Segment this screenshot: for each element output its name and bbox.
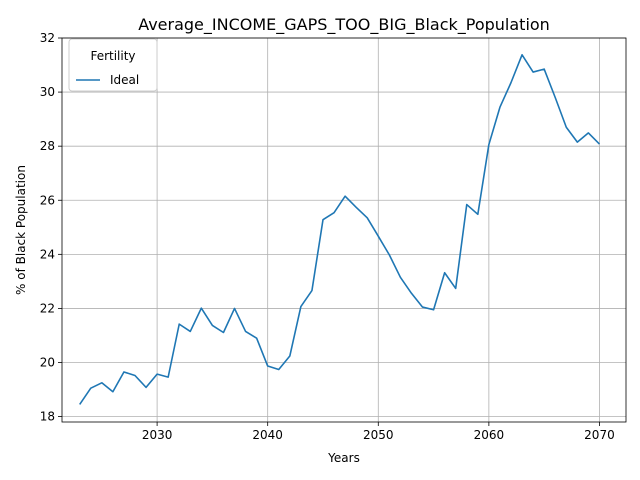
y-tick-label: 20 [40, 356, 55, 370]
chart-title: Average_INCOME_GAPS_TOO_BIG_Black_Popula… [138, 15, 550, 35]
x-tick-label: 2040 [252, 428, 283, 442]
y-tick-label: 28 [40, 139, 55, 153]
x-tick-label: 2060 [474, 428, 505, 442]
y-axis-label: % of Black Population [14, 165, 28, 295]
y-axis-ticks: 18 20 22 24 26 28 30 32 [40, 31, 62, 424]
x-tick-label: 2050 [363, 428, 394, 442]
plot-frame [61, 37, 627, 423]
series-line-ideal [79, 53, 601, 405]
x-axis-label: Years [327, 451, 360, 465]
legend: Fertility Ideal [68, 38, 158, 92]
y-tick-label: 22 [40, 301, 55, 315]
grid [62, 37, 626, 422]
y-tick-label: 32 [40, 31, 55, 45]
legend-entry-ideal: Ideal [110, 73, 139, 87]
x-tick-label: 2030 [142, 428, 173, 442]
legend-title: Fertility [90, 49, 135, 63]
series-layer [79, 53, 601, 405]
y-tick-label: 18 [40, 410, 55, 424]
y-tick-label: 24 [40, 247, 55, 261]
x-tick-label: 2070 [584, 428, 615, 442]
legend-box [68, 38, 158, 92]
x-axis-ticks: 2030 2040 2050 2060 2070 [142, 422, 615, 442]
y-tick-label: 30 [40, 85, 55, 99]
y-tick-label: 26 [40, 193, 55, 207]
